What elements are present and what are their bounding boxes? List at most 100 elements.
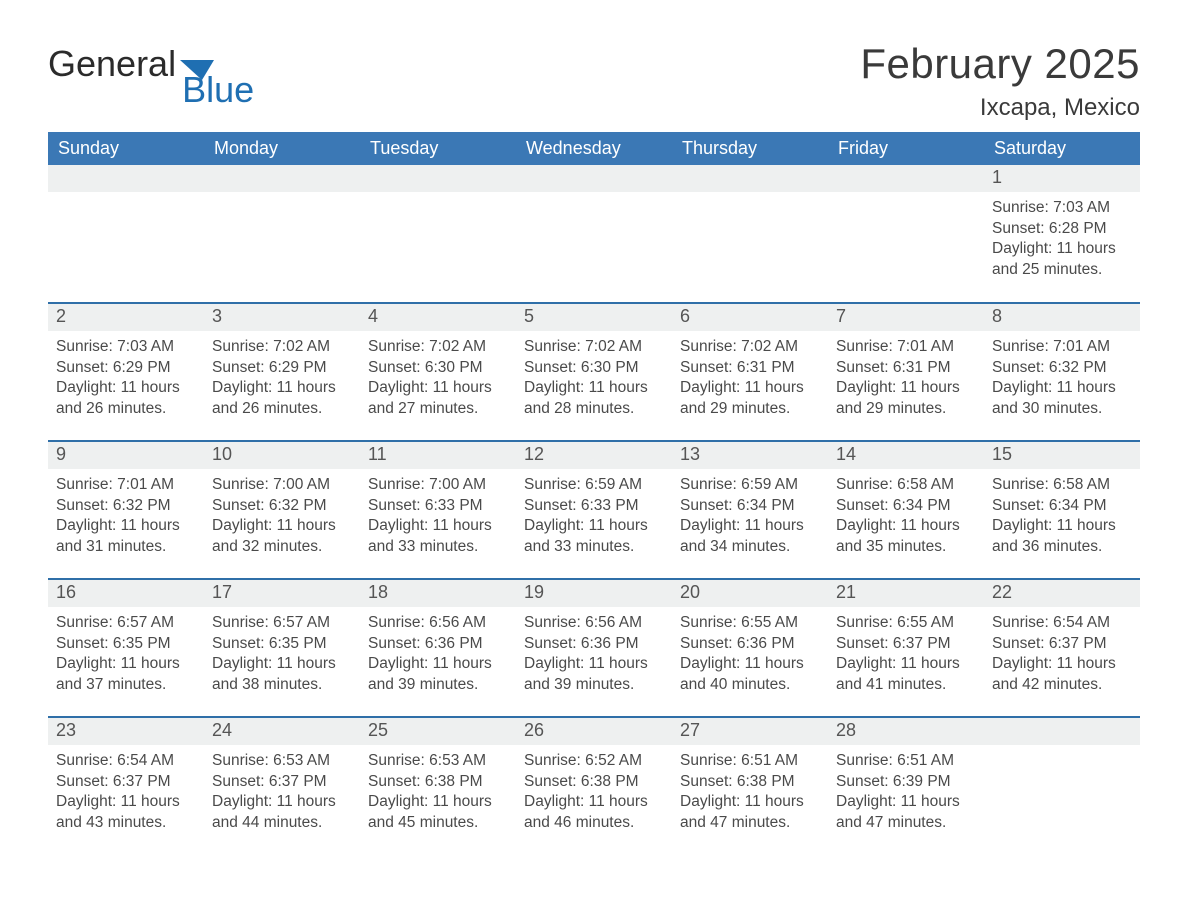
daylight-line: Daylight: 11 hours and 38 minutes. xyxy=(212,654,352,696)
sunrise-line: Sunrise: 7:00 AM xyxy=(368,475,508,496)
day-number xyxy=(672,165,828,192)
sunset-line: Sunset: 6:37 PM xyxy=(212,772,352,793)
sunset-line: Sunset: 6:35 PM xyxy=(212,634,352,655)
daylight-line: Daylight: 11 hours and 43 minutes. xyxy=(56,792,196,834)
day-number xyxy=(516,165,672,192)
sunrise-line: Sunrise: 6:51 AM xyxy=(680,751,820,772)
daylight-line: Daylight: 11 hours and 45 minutes. xyxy=(368,792,508,834)
daylight-line: Daylight: 11 hours and 26 minutes. xyxy=(212,378,352,420)
calendar-day-cell: 17Sunrise: 6:57 AMSunset: 6:35 PMDayligh… xyxy=(204,579,360,717)
day-details: Sunrise: 7:03 AMSunset: 6:29 PMDaylight:… xyxy=(48,331,204,431)
calendar-week-row: 9Sunrise: 7:01 AMSunset: 6:32 PMDaylight… xyxy=(48,441,1140,579)
sunrise-line: Sunrise: 7:01 AM xyxy=(56,475,196,496)
day-number: 21 xyxy=(828,580,984,607)
sunrise-line: Sunrise: 6:53 AM xyxy=(212,751,352,772)
calendar-day-cell xyxy=(828,165,984,303)
daylight-line: Daylight: 11 hours and 31 minutes. xyxy=(56,516,196,558)
calendar-week-row: 2Sunrise: 7:03 AMSunset: 6:29 PMDaylight… xyxy=(48,303,1140,441)
day-details: Sunrise: 6:52 AMSunset: 6:38 PMDaylight:… xyxy=(516,745,672,845)
calendar-week-row: 1Sunrise: 7:03 AMSunset: 6:28 PMDaylight… xyxy=(48,165,1140,303)
daylight-line: Daylight: 11 hours and 32 minutes. xyxy=(212,516,352,558)
sunrise-line: Sunrise: 6:54 AM xyxy=(992,613,1132,634)
day-details: Sunrise: 7:01 AMSunset: 6:32 PMDaylight:… xyxy=(984,331,1140,431)
day-number: 3 xyxy=(204,304,360,331)
day-details: Sunrise: 6:53 AMSunset: 6:38 PMDaylight:… xyxy=(360,745,516,845)
sunset-line: Sunset: 6:28 PM xyxy=(992,219,1132,240)
day-number: 9 xyxy=(48,442,204,469)
sunset-line: Sunset: 6:37 PM xyxy=(992,634,1132,655)
day-details: Sunrise: 6:59 AMSunset: 6:33 PMDaylight:… xyxy=(516,469,672,569)
sunrise-line: Sunrise: 7:02 AM xyxy=(212,337,352,358)
calendar-day-cell: 22Sunrise: 6:54 AMSunset: 6:37 PMDayligh… xyxy=(984,579,1140,717)
calendar-day-cell: 7Sunrise: 7:01 AMSunset: 6:31 PMDaylight… xyxy=(828,303,984,441)
day-number xyxy=(828,165,984,192)
calendar-day-cell xyxy=(48,165,204,303)
day-number: 20 xyxy=(672,580,828,607)
calendar-day-cell: 25Sunrise: 6:53 AMSunset: 6:38 PMDayligh… xyxy=(360,717,516,855)
day-number: 24 xyxy=(204,718,360,745)
sunrise-line: Sunrise: 7:03 AM xyxy=(992,198,1132,219)
sunrise-line: Sunrise: 6:53 AM xyxy=(368,751,508,772)
daylight-line: Daylight: 11 hours and 26 minutes. xyxy=(56,378,196,420)
sunset-line: Sunset: 6:31 PM xyxy=(680,358,820,379)
day-details: Sunrise: 7:01 AMSunset: 6:32 PMDaylight:… xyxy=(48,469,204,569)
day-details: Sunrise: 6:54 AMSunset: 6:37 PMDaylight:… xyxy=(48,745,204,845)
calendar-day-cell: 15Sunrise: 6:58 AMSunset: 6:34 PMDayligh… xyxy=(984,441,1140,579)
day-details: Sunrise: 6:57 AMSunset: 6:35 PMDaylight:… xyxy=(204,607,360,707)
calendar-table: SundayMondayTuesdayWednesdayThursdayFrid… xyxy=(48,132,1140,855)
day-number: 11 xyxy=(360,442,516,469)
calendar-day-cell xyxy=(204,165,360,303)
day-details: Sunrise: 7:00 AMSunset: 6:33 PMDaylight:… xyxy=(360,469,516,569)
daylight-line: Daylight: 11 hours and 39 minutes. xyxy=(524,654,664,696)
calendar-day-cell xyxy=(516,165,672,303)
day-number: 2 xyxy=(48,304,204,331)
daylight-line: Daylight: 11 hours and 39 minutes. xyxy=(368,654,508,696)
calendar-day-cell: 20 Sunrise: 6:55 AMSunset: 6:36 PMDayligh… xyxy=(672,579,828,717)
day-details: Sunrise: 7:01 AMSunset: 6:31 PMDaylight:… xyxy=(828,331,984,431)
day-number: 6 xyxy=(672,304,828,331)
daylight-line: Daylight: 11 hours and 29 minutes. xyxy=(680,378,820,420)
day-details: Sunrise: 7:03 AMSunset: 6:28 PMDaylight:… xyxy=(984,192,1140,292)
sunrise-line: Sunrise: 6:58 AM xyxy=(836,475,976,496)
sunrise-line: Sunrise: 6:59 AM xyxy=(680,475,820,496)
day-number: 4 xyxy=(360,304,516,331)
weekday-header: Sunday xyxy=(48,132,204,165)
calendar-day-cell: 8Sunrise: 7:01 AMSunset: 6:32 PMDaylight… xyxy=(984,303,1140,441)
day-number xyxy=(48,165,204,192)
day-number: 13 xyxy=(672,442,828,469)
sunrise-line: Sunrise: 7:03 AM xyxy=(56,337,196,358)
sunset-line: Sunset: 6:37 PM xyxy=(836,634,976,655)
day-number: 27 xyxy=(672,718,828,745)
daylight-line: Daylight: 11 hours and 34 minutes. xyxy=(680,516,820,558)
sunrise-line: Sunrise: 7:01 AM xyxy=(836,337,976,358)
month-title: February 2025 xyxy=(860,40,1140,88)
day-number: 25 xyxy=(360,718,516,745)
sunrise-line: Sunrise: 7:00 AM xyxy=(212,475,352,496)
sunrise-line: Sunrise: 6:57 AM xyxy=(56,613,196,634)
sunrise-line: Sunrise: 7:01 AM xyxy=(992,337,1132,358)
sunrise-line: Sunrise: 6:55 AM xyxy=(680,613,820,634)
day-details: Sunrise: 7:02 AMSunset: 6:30 PMDaylight:… xyxy=(360,331,516,431)
day-number: 18 xyxy=(360,580,516,607)
daylight-line: Daylight: 11 hours and 30 minutes. xyxy=(992,378,1132,420)
calendar-day-cell: 19Sunrise: 6:56 AMSunset: 6:36 PMDayligh… xyxy=(516,579,672,717)
calendar-day-cell: 11Sunrise: 7:00 AMSunset: 6:33 PMDayligh… xyxy=(360,441,516,579)
daylight-line: Daylight: 11 hours and 40 minutes. xyxy=(680,654,820,696)
sunset-line: Sunset: 6:33 PM xyxy=(368,496,508,517)
sunset-line: Sunset: 6:36 PM xyxy=(680,634,820,655)
daylight-line: Daylight: 11 hours and 41 minutes. xyxy=(836,654,976,696)
calendar-day-cell: 27Sunrise: 6:51 AMSunset: 6:38 PMDayligh… xyxy=(672,717,828,855)
sunset-line: Sunset: 6:29 PM xyxy=(56,358,196,379)
sunrise-line: Sunrise: 6:56 AM xyxy=(368,613,508,634)
daylight-line: Daylight: 11 hours and 37 minutes. xyxy=(56,654,196,696)
weekday-header: Thursday xyxy=(672,132,828,165)
sunrise-line: Sunrise: 6:55 AM xyxy=(836,613,976,634)
calendar-day-cell: 26Sunrise: 6:52 AMSunset: 6:38 PMDayligh… xyxy=(516,717,672,855)
day-number: 23 xyxy=(48,718,204,745)
sunrise-line: Sunrise: 6:51 AM xyxy=(836,751,976,772)
sunset-line: Sunset: 6:32 PM xyxy=(212,496,352,517)
day-number: 5 xyxy=(516,304,672,331)
sunrise-line: Sunrise: 6:57 AM xyxy=(212,613,352,634)
day-number: 26 xyxy=(516,718,672,745)
day-number: 1 xyxy=(984,165,1140,192)
